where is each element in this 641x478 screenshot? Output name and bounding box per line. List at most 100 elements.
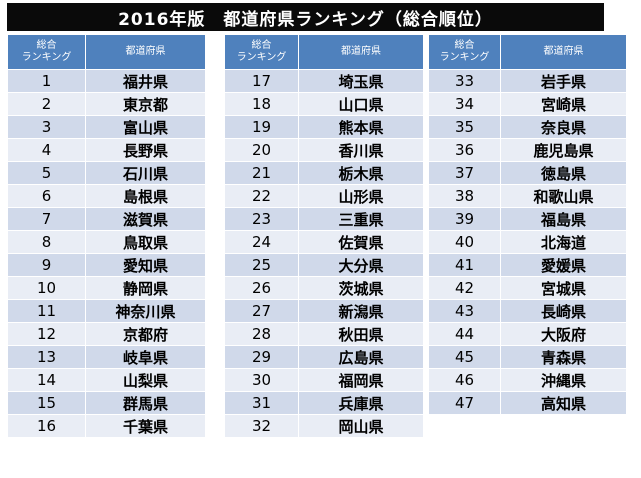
table-row: 1 福井県 xyxy=(7,69,206,93)
table-row: 16 千葉県 xyxy=(7,414,206,438)
rank-cell: 45 xyxy=(428,345,501,369)
table-row: 38 和歌山県 xyxy=(428,184,627,208)
prefecture-cell: 長野県 xyxy=(85,138,206,162)
rank-cell: 8 xyxy=(7,230,86,254)
rank-cell: 40 xyxy=(428,230,501,254)
rank-cell: 16 xyxy=(7,414,86,438)
rank-cell: 43 xyxy=(428,299,501,323)
prefecture-cell: 静岡県 xyxy=(85,276,206,300)
table-row: 3 富山県 xyxy=(7,115,206,139)
table-row: 30 福岡県 xyxy=(224,368,424,392)
rank-cell: 15 xyxy=(7,391,86,415)
table-row: 32 岡山県 xyxy=(224,414,424,438)
prefecture-cell: 徳島県 xyxy=(500,161,627,185)
table-row: 39 福島県 xyxy=(428,207,627,231)
prefecture-cell: 京都府 xyxy=(85,322,206,346)
table-row: 14 山梨県 xyxy=(7,368,206,392)
prefecture-cell: 島根県 xyxy=(85,184,206,208)
prefecture-cell: 岐阜県 xyxy=(85,345,206,369)
table-row: 25 大分県 xyxy=(224,253,424,277)
rank-cell: 13 xyxy=(7,345,86,369)
prefecture-cell: 北海道 xyxy=(500,230,627,254)
table-row: 43 長崎県 xyxy=(428,299,627,323)
rank-cell: 24 xyxy=(224,230,299,254)
table-row: 27 新潟県 xyxy=(224,299,424,323)
prefecture-cell: 長崎県 xyxy=(500,299,627,323)
table-row: 19 熊本県 xyxy=(224,115,424,139)
rank-cell: 17 xyxy=(224,69,299,93)
rank-cell: 35 xyxy=(428,115,501,139)
prefecture-cell: 千葉県 xyxy=(85,414,206,438)
table-row: 15 群馬県 xyxy=(7,391,206,415)
rank-cell: 37 xyxy=(428,161,501,185)
rank-cell: 12 xyxy=(7,322,86,346)
table-row: 2 東京都 xyxy=(7,92,206,116)
rank-cell: 6 xyxy=(7,184,86,208)
table-row: 33 岩手県 xyxy=(428,69,627,93)
rank-cell: 19 xyxy=(224,115,299,139)
rank-cell: 41 xyxy=(428,253,501,277)
table-row: 42 宮城県 xyxy=(428,276,627,300)
prefecture-cell: 青森県 xyxy=(500,345,627,369)
table-row: 26 茨城県 xyxy=(224,276,424,300)
prefecture-cell: 大分県 xyxy=(298,253,424,277)
prefecture-header: 都道府県 xyxy=(85,34,206,70)
table-row: 21 栃木県 xyxy=(224,161,424,185)
prefecture-cell: 宮城県 xyxy=(500,276,627,300)
rank-cell: 47 xyxy=(428,391,501,415)
table-row: 18 山口県 xyxy=(224,92,424,116)
rank-cell: 39 xyxy=(428,207,501,231)
prefecture-header: 都道府県 xyxy=(500,34,627,70)
prefecture-cell: 茨城県 xyxy=(298,276,424,300)
rank-cell: 44 xyxy=(428,322,501,346)
table-row: 47 高知県 xyxy=(428,391,627,415)
prefecture-cell: 鳥取県 xyxy=(85,230,206,254)
prefecture-cell: 埼玉県 xyxy=(298,69,424,93)
table-row: 5 石川県 xyxy=(7,161,206,185)
table-row: 9 愛知県 xyxy=(7,253,206,277)
prefecture-cell: 秋田県 xyxy=(298,322,424,346)
rank-cell: 21 xyxy=(224,161,299,185)
prefecture-cell: 奈良県 xyxy=(500,115,627,139)
prefecture-cell: 和歌山県 xyxy=(500,184,627,208)
prefecture-cell: 栃木県 xyxy=(298,161,424,185)
table-row: 46 沖縄県 xyxy=(428,368,627,392)
rank-cell: 20 xyxy=(224,138,299,162)
prefecture-cell: 沖縄県 xyxy=(500,368,627,392)
table-row: 8 鳥取県 xyxy=(7,230,206,254)
prefecture-cell: 山梨県 xyxy=(85,368,206,392)
prefecture-cell: 新潟県 xyxy=(298,299,424,323)
prefecture-cell: 山口県 xyxy=(298,92,424,116)
rank-cell: 28 xyxy=(224,322,299,346)
rank-cell: 32 xyxy=(224,414,299,438)
prefecture-cell: 香川県 xyxy=(298,138,424,162)
prefecture-cell: 岩手県 xyxy=(500,69,627,93)
table-row: 23 三重県 xyxy=(224,207,424,231)
table-row: 24 佐賀県 xyxy=(224,230,424,254)
table-row: 41 愛媛県 xyxy=(428,253,627,277)
table-row: 13 岐阜県 xyxy=(7,345,206,369)
prefecture-cell: 佐賀県 xyxy=(298,230,424,254)
table-row: 34 宮崎県 xyxy=(428,92,627,116)
prefecture-cell: 滋賀県 xyxy=(85,207,206,231)
rank-cell: 3 xyxy=(7,115,86,139)
table-row: 12 京都府 xyxy=(7,322,206,346)
rank-cell: 30 xyxy=(224,368,299,392)
rank-cell: 33 xyxy=(428,69,501,93)
rank-cell: 31 xyxy=(224,391,299,415)
rank-header: 総合 ランキング xyxy=(224,34,299,70)
table-row: 45 青森県 xyxy=(428,345,627,369)
rank-cell: 7 xyxy=(7,207,86,231)
prefecture-cell: 東京都 xyxy=(85,92,206,116)
table-row: 22 山形県 xyxy=(224,184,424,208)
table-row: 31 兵庫県 xyxy=(224,391,424,415)
rank-cell: 46 xyxy=(428,368,501,392)
table-row: 40 北海道 xyxy=(428,230,627,254)
rank-cell: 34 xyxy=(428,92,501,116)
prefecture-cell: 愛媛県 xyxy=(500,253,627,277)
rank-cell: 4 xyxy=(7,138,86,162)
rank-cell: 25 xyxy=(224,253,299,277)
table-row: 4 長野県 xyxy=(7,138,206,162)
table-row: 17 埼玉県 xyxy=(224,69,424,93)
table-row: 29 広島県 xyxy=(224,345,424,369)
